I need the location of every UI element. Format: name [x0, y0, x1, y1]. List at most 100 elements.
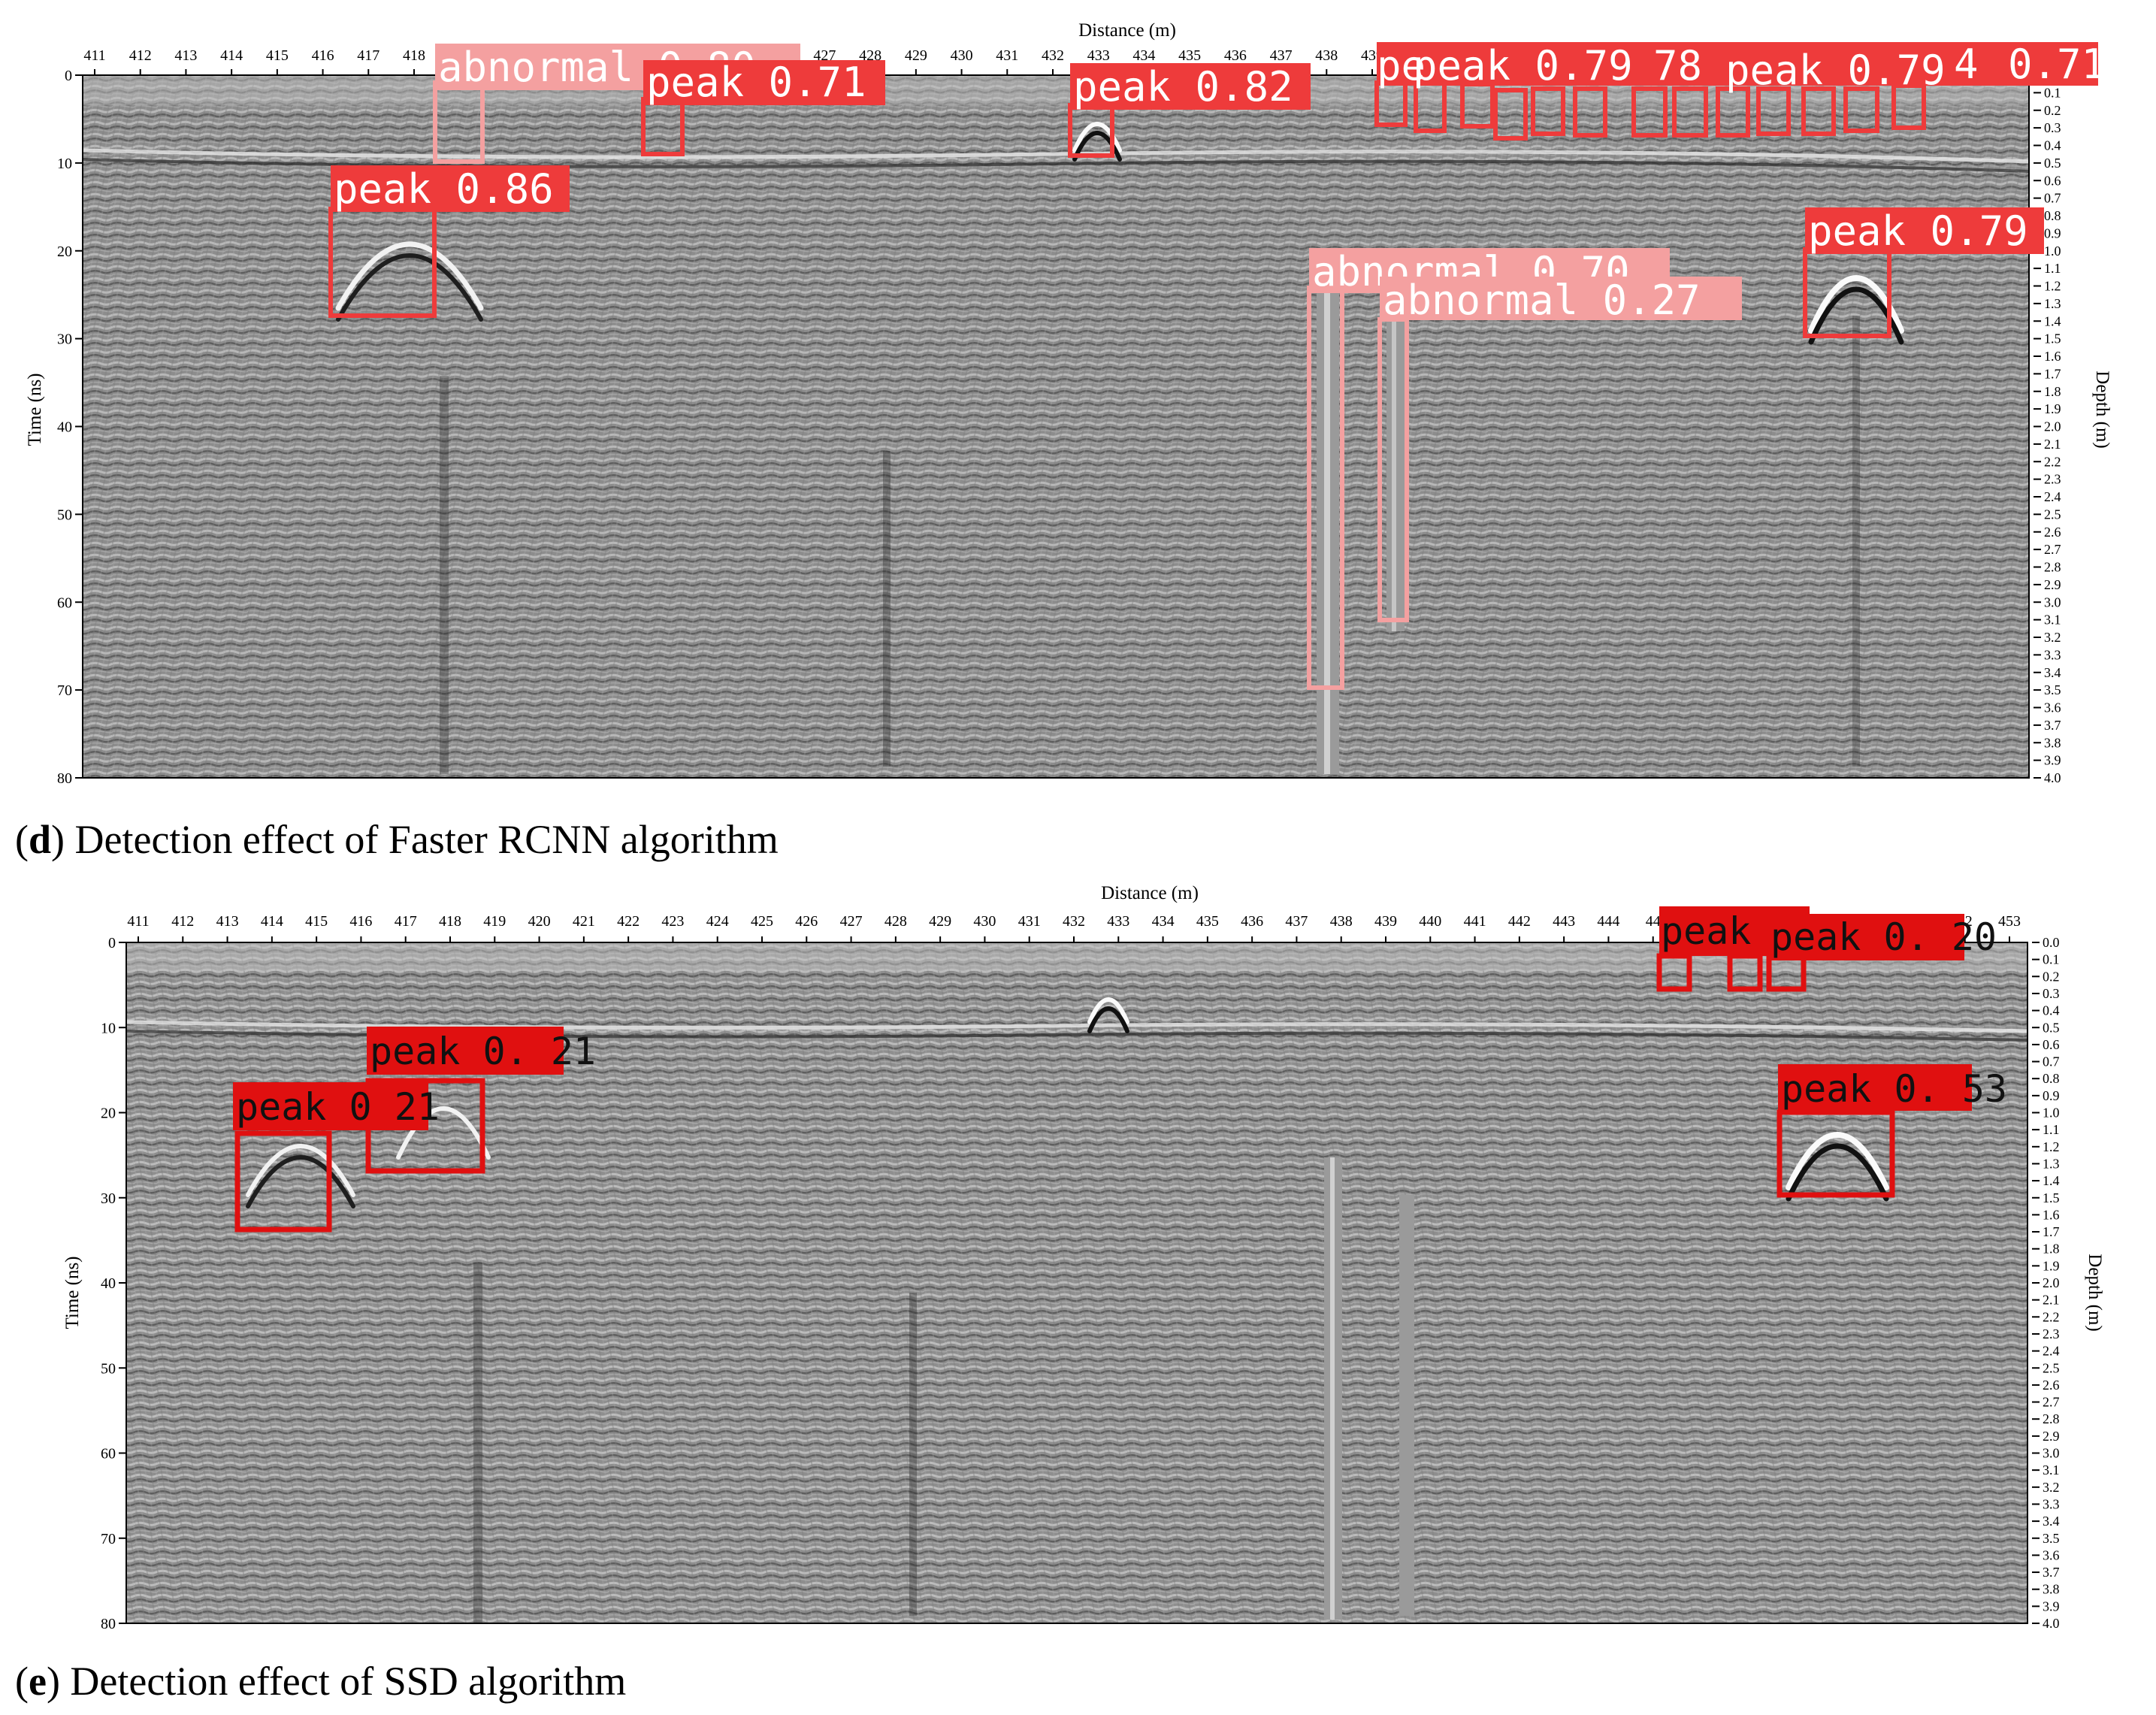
x-tick-label: 438	[1330, 913, 1353, 930]
depth-tick-label: 0.7	[2044, 191, 2061, 206]
depth-tick-label: 1.0	[2043, 1106, 2060, 1121]
x-tick-label: 418	[439, 913, 461, 930]
depth-tick-label: 1.0	[2044, 243, 2061, 259]
x-tick-label: 435	[1196, 913, 1219, 930]
x-tick-label: 414	[261, 913, 283, 930]
depth-tick-label: 0.8	[2044, 208, 2061, 223]
y-tick-label: 20	[101, 1106, 116, 1122]
x-tick-label: 444	[1597, 913, 1619, 930]
x-tick-label: 414	[220, 47, 243, 64]
depth-tick-label: 1.1	[2044, 261, 2061, 276]
x-tick-label: 428	[859, 47, 881, 64]
depth-tick-label: 1.2	[2044, 279, 2061, 294]
depth-tick-label: 3.4	[2043, 1514, 2060, 1529]
depth-tick-label: 1.6	[2043, 1207, 2060, 1222]
detection-label: 4	[1954, 41, 1979, 88]
depth-tick-label: 0.4	[2043, 1003, 2060, 1018]
caption-e: (e) Detection effect of SSD algorithm	[15, 1659, 627, 1704]
vertical-anomalies	[473, 1157, 1414, 1623]
y-tick-label: 0	[108, 935, 116, 951]
y-axis-right-ticks: 0.0 0.1 0.2 0.3 0.4 0.5 0.6 0.7 0.8 0.9 1.01.1 1.2 1…	[2032, 935, 2060, 1631]
depth-tick-label: 4.0	[2043, 1616, 2060, 1631]
x-tick-label: 442	[1508, 913, 1531, 930]
depth-tick-label: 2.0	[2044, 419, 2061, 434]
hyperbola-reflections	[246, 997, 1889, 1208]
x-tick-label: 422	[617, 913, 640, 930]
x-tick-label: 427	[813, 47, 836, 64]
x-tick-label: 429	[905, 47, 927, 64]
depth-tick-label: 2.2	[2043, 1309, 2060, 1324]
depth-tick-label: 2.7	[2044, 542, 2061, 557]
x-tick-label: 416	[349, 913, 372, 930]
x-tick-label: 437	[1270, 47, 1293, 64]
depth-tick-label: 1.4	[2043, 1173, 2060, 1188]
detection-label: peak 0.86	[334, 165, 554, 213]
depth-tick-label: 2.2	[2044, 454, 2061, 469]
x-axis-title: Distance (m)	[1101, 883, 1199, 903]
x-tick-label: 417	[357, 47, 379, 64]
x-tick-label: 419	[483, 913, 506, 930]
depth-tick-label: 0.1	[2044, 85, 2061, 100]
x-tick-label: 435	[1178, 47, 1201, 64]
depth-tick-label: 1.9	[2044, 401, 2061, 416]
x-tick-label: 44	[1646, 913, 1661, 930]
y-axis-left-ticks: 0 10 20 30 40 50 60 70 80	[57, 68, 83, 787]
depth-tick-label: 1.6	[2044, 349, 2061, 364]
depth-tick-label: 1.4	[2044, 313, 2061, 328]
x-tick-label: 431	[1018, 913, 1041, 930]
y-tick-label: 70	[57, 682, 72, 699]
radargram-panel-e: Distance (m) 411 412 413 414 415 416 417 418 419…	[62, 883, 2105, 1632]
depth-tick-label: 0.2	[2044, 103, 2061, 118]
y-tick-label: 80	[101, 1616, 116, 1632]
depth-tick-label: 0.9	[2043, 1088, 2060, 1103]
depth-tick-label: 0.6	[2044, 173, 2061, 188]
x-tick-label: 416	[312, 47, 334, 64]
y-tick-label: 10	[101, 1020, 116, 1036]
depth-tick-label: 2.6	[2043, 1378, 2060, 1393]
detection-label: peak 0 21	[236, 1085, 440, 1129]
depth-tick-label: 1.7	[2044, 366, 2061, 381]
detection-label: peak 0. 21	[370, 1030, 596, 1073]
depth-tick-label: 0.2	[2043, 969, 2060, 984]
y-tick-label: 50	[57, 507, 72, 523]
detection-label: 78	[1653, 42, 1702, 89]
depth-tick-label: 0.4	[2044, 138, 2061, 153]
x-tick-label: 453	[1998, 913, 2021, 930]
x-tick-label: 430	[973, 913, 996, 930]
detection-label: peak	[1661, 909, 1751, 953]
x-tick-label: 426	[795, 913, 818, 930]
x-tick-label: 421	[573, 913, 595, 930]
y-tick-label: 60	[101, 1446, 116, 1462]
x-tick-label: 443	[1553, 913, 1575, 930]
detection-boxes: peak 0.86 abnormal 0.80 peak 0.71 peak 0…	[328, 41, 2106, 690]
depth-tick-label: 3.1	[2043, 1462, 2060, 1478]
depth-tick-label: 3.5	[2043, 1531, 2060, 1546]
x-tick-label: 417	[395, 913, 417, 930]
x-tick-label: 430	[951, 47, 973, 64]
x-tick-label: 412	[129, 47, 152, 64]
radargram-image	[125, 942, 2028, 1623]
x-tick-label: 436	[1224, 47, 1247, 64]
y-axis-left-title: Time (ns)	[25, 373, 45, 446]
depth-tick-label: 2.4	[2044, 489, 2061, 504]
depth-tick-label: 2.1	[2044, 437, 2061, 452]
depth-tick-label: 3.1	[2044, 612, 2061, 628]
x-tick-label: 433	[1087, 47, 1110, 64]
depth-tick-label: 2.4	[2043, 1344, 2060, 1359]
detection-label: 0.71	[2008, 41, 2106, 88]
depth-tick-label: 0.1	[2043, 952, 2060, 967]
depth-tick-label: 3.7	[2044, 718, 2061, 733]
x-tick-label: 425	[751, 913, 773, 930]
depth-tick-label: 3.4	[2044, 665, 2061, 680]
detection-label: peak 0.82	[1073, 63, 1293, 110]
depth-tick-label: 3.2	[2043, 1480, 2060, 1495]
x-tick-label: 432	[1063, 913, 1085, 930]
depth-tick-label: 0.5	[2044, 156, 2061, 171]
depth-tick-label: 2.1	[2043, 1293, 2060, 1308]
detection-label: abnormal 0.27	[1383, 277, 1701, 324]
y-tick-label: 60	[57, 594, 72, 611]
depth-tick-label: 3.0	[2043, 1446, 2060, 1461]
y-tick-label: 0	[65, 68, 72, 84]
depth-tick-label: 0.6	[2043, 1037, 2060, 1052]
x-tick-label: 415	[305, 913, 328, 930]
